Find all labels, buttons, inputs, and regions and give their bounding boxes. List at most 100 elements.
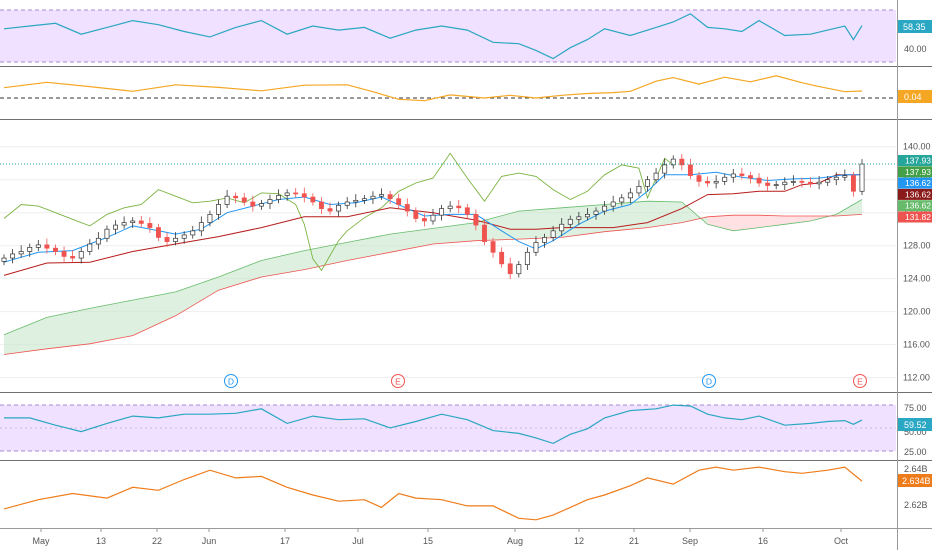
x-axis-label: 16 bbox=[758, 536, 768, 546]
candle-body bbox=[319, 201, 324, 209]
ichimoku-kijun-line bbox=[3, 174, 862, 276]
candle-body bbox=[130, 220, 136, 223]
candle-body bbox=[293, 192, 299, 195]
candle-body bbox=[121, 222, 127, 226]
candle-body bbox=[627, 192, 633, 199]
candle-body bbox=[790, 181, 796, 183]
candle-body bbox=[816, 181, 822, 185]
x-axis-label: 22 bbox=[152, 536, 162, 546]
candle-body bbox=[430, 214, 436, 222]
candle-body bbox=[44, 244, 50, 249]
rsi-top-value-label: 58.35 bbox=[903, 22, 926, 32]
volume-value-label: 2.634B bbox=[902, 476, 931, 486]
candle-body bbox=[499, 251, 505, 265]
ichimoku-cloud-bearish bbox=[707, 214, 837, 231]
candle-body bbox=[550, 230, 556, 238]
rsi-bottom-tick-25: 25.00 bbox=[904, 447, 927, 457]
price-badge-label: 137.93 bbox=[905, 156, 931, 166]
candle-body bbox=[250, 201, 256, 207]
candle-body bbox=[842, 175, 848, 178]
price-badge bbox=[898, 166, 932, 178]
candle-body bbox=[610, 201, 616, 207]
volume-tick-bottom: 2.62B bbox=[904, 500, 928, 510]
candle-body bbox=[722, 176, 728, 182]
candle-body bbox=[653, 172, 659, 181]
price-badge-label: 136.62 bbox=[905, 201, 931, 211]
candle-body bbox=[602, 205, 608, 212]
rsi-bottom-series-line bbox=[4, 404, 863, 445]
candle-body bbox=[336, 204, 342, 212]
event-marker-letter: D bbox=[228, 377, 234, 387]
x-axis-label: Sep bbox=[682, 536, 698, 546]
ichimoku-tenkan-line bbox=[3, 171, 862, 263]
event-marker-letter: E bbox=[857, 377, 863, 387]
candle-body bbox=[147, 223, 153, 228]
candle-body bbox=[859, 163, 865, 192]
event-marker-circle bbox=[224, 374, 238, 388]
candle-body bbox=[87, 243, 93, 252]
candle-body bbox=[584, 214, 590, 218]
candle-body bbox=[155, 227, 161, 238]
ichimoku-cloud-bullish bbox=[4, 199, 862, 355]
candle-body bbox=[490, 241, 496, 253]
candle-body bbox=[833, 176, 839, 181]
candle-body bbox=[241, 197, 247, 203]
price-tick-label: 112.00 bbox=[903, 373, 930, 383]
x-axis-label: 17 bbox=[280, 536, 290, 546]
event-marker-letter: E bbox=[395, 377, 401, 387]
candle-body bbox=[533, 242, 539, 253]
candle-body bbox=[310, 196, 316, 203]
ichimoku-span-b-line bbox=[3, 214, 863, 355]
candle-body bbox=[739, 173, 745, 176]
candle-body bbox=[713, 181, 719, 184]
candle-body bbox=[379, 194, 384, 197]
candle-body bbox=[353, 199, 359, 203]
rsi-bottom-tick-75: 75.00 bbox=[904, 403, 927, 413]
candle-body bbox=[173, 237, 179, 242]
candle-body bbox=[464, 207, 470, 215]
x-axis-label: 21 bbox=[629, 536, 639, 546]
candle-body bbox=[670, 158, 676, 166]
oscillator-value-label: 0.04 bbox=[904, 92, 922, 102]
price-badge-label: 131.82 bbox=[905, 212, 931, 222]
candle-body bbox=[216, 204, 221, 215]
candle-body bbox=[276, 195, 282, 200]
candle-body bbox=[327, 208, 333, 212]
candle-body bbox=[267, 199, 273, 204]
candle-body bbox=[284, 192, 290, 196]
candle-body bbox=[35, 244, 41, 248]
price-tick-label: 140.00 bbox=[903, 142, 931, 152]
candle-body bbox=[567, 218, 573, 225]
rsi-bottom-tick-50: 50.00 bbox=[904, 427, 927, 437]
price-badge bbox=[898, 200, 932, 212]
rsi-bottom-value-badge bbox=[898, 418, 932, 431]
price-tick-label: 116.00 bbox=[903, 340, 930, 350]
rsi-top-value-badge bbox=[898, 20, 932, 33]
candle-body bbox=[773, 184, 779, 187]
candle-body bbox=[404, 204, 410, 212]
x-axis-label: May bbox=[32, 536, 50, 546]
candle-body bbox=[542, 237, 547, 243]
volume-series-line bbox=[3, 466, 863, 521]
candle-body bbox=[258, 203, 264, 207]
volume-pane: 2.64B 2.62B 2.634B bbox=[3, 464, 932, 521]
candle-body bbox=[53, 247, 58, 252]
x-axis: May 13 22 Jun 17 Jul 15 Aug 12 21 Sep 16 Oct bbox=[32, 528, 848, 546]
candle-body bbox=[679, 158, 685, 166]
event-marker-circle bbox=[853, 374, 867, 388]
candle-body bbox=[636, 185, 642, 194]
candle-body bbox=[825, 179, 831, 183]
candle-body bbox=[524, 251, 530, 266]
candle-body bbox=[765, 182, 771, 186]
volume-tick-top: 2.64B bbox=[904, 464, 928, 474]
candle-body bbox=[696, 175, 702, 182]
candle-body bbox=[447, 205, 453, 209]
price-badge-label: 136.62 bbox=[905, 189, 931, 199]
price-badge bbox=[898, 177, 932, 189]
candle-body bbox=[78, 251, 84, 259]
candle-body bbox=[559, 223, 565, 232]
candle-body bbox=[198, 222, 204, 232]
candle-body bbox=[456, 205, 462, 209]
oscillator-series-line bbox=[3, 75, 863, 102]
